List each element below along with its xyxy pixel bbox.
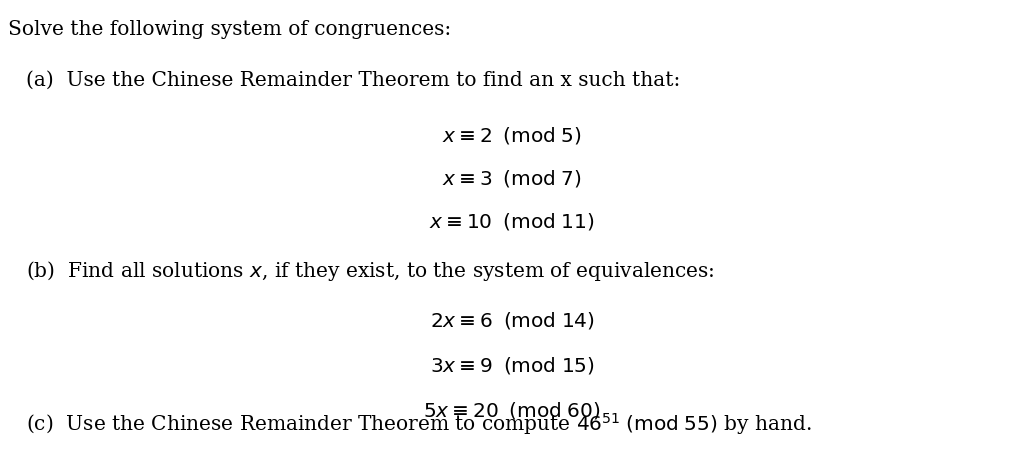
Text: (c)  Use the Chinese Remainder Theorem to compute $46^{51}\;(\mathrm{mod}\;55)$ : (c) Use the Chinese Remainder Theorem to… bbox=[26, 411, 811, 437]
Text: $3x \equiv 9\;\;(\mathrm{mod}\;15)$: $3x \equiv 9\;\;(\mathrm{mod}\;15)$ bbox=[429, 355, 595, 376]
Text: $2x \equiv 6\;\;(\mathrm{mod}\;14)$: $2x \equiv 6\;\;(\mathrm{mod}\;14)$ bbox=[429, 310, 595, 331]
Text: (a)  Use the Chinese Remainder Theorem to find an x such that:: (a) Use the Chinese Remainder Theorem to… bbox=[26, 70, 680, 89]
Text: $x \equiv 3\;\;(\mathrm{mod}\;7)$: $x \equiv 3\;\;(\mathrm{mod}\;7)$ bbox=[442, 168, 582, 189]
Text: $x \equiv 2\;\;(\mathrm{mod}\;5)$: $x \equiv 2\;\;(\mathrm{mod}\;5)$ bbox=[442, 125, 582, 146]
Text: $5x \equiv 20\;\;(\mathrm{mod}\;60)$: $5x \equiv 20\;\;(\mathrm{mod}\;60)$ bbox=[423, 400, 601, 421]
Text: $x \equiv 10\;\;(\mathrm{mod}\;11)$: $x \equiv 10\;\;(\mathrm{mod}\;11)$ bbox=[429, 211, 595, 232]
Text: Solve the following system of congruences:: Solve the following system of congruence… bbox=[8, 20, 452, 39]
Text: (b)  Find all solutions $x$, if they exist, to the system of equivalences:: (b) Find all solutions $x$, if they exis… bbox=[26, 259, 714, 283]
